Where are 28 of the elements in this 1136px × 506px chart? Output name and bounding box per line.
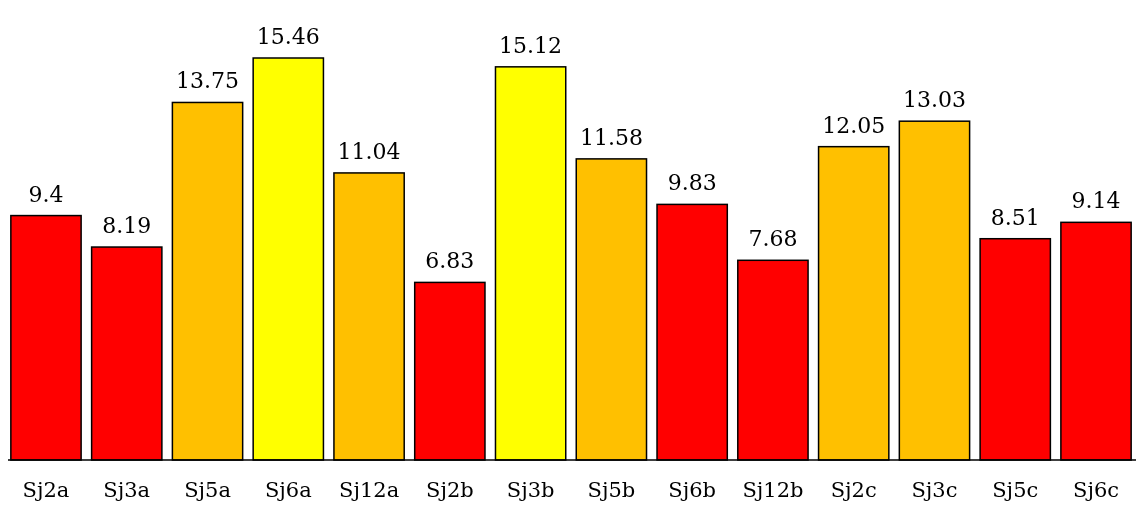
data-label: 13.75 <box>176 68 240 94</box>
data-label: 15.12 <box>499 32 563 58</box>
x-tick-label: Sj12b <box>742 477 804 502</box>
data-label: 9.83 <box>667 170 717 196</box>
x-tick-label: Sj6a <box>264 477 312 502</box>
x-tick-label: Sj2a <box>22 477 70 502</box>
data-label: 9.14 <box>1071 188 1121 214</box>
data-label: 11.58 <box>579 124 643 150</box>
x-tick-label: Sj5a <box>184 477 231 502</box>
x-tick-label: Sj2c <box>830 477 877 502</box>
data-label: 8.51 <box>990 204 1040 230</box>
data-label: 15.46 <box>256 24 320 49</box>
x-tick-label: Sj6c <box>1073 477 1120 502</box>
x-tick-label: Sj3c <box>911 477 958 502</box>
x-tick-label: Sj2b <box>425 477 474 502</box>
data-label: 12.05 <box>822 112 886 138</box>
x-tick-label: Sj5b <box>587 477 636 502</box>
x-tick-label: Sj6b <box>668 477 717 502</box>
x-tick-label: Sj5c <box>992 477 1039 502</box>
data-label: 13.03 <box>902 87 966 113</box>
x-tick-label: Sj12a <box>339 477 400 502</box>
data-label: 7.68 <box>748 226 798 252</box>
data-label: 11.04 <box>337 138 401 164</box>
x-tick-label: Sj3a <box>103 477 151 502</box>
data-label: 8.19 <box>102 213 152 239</box>
x-tick-label: Sj3b <box>506 477 555 502</box>
data-label: 9.4 <box>28 181 64 207</box>
data-label: 6.83 <box>425 248 475 274</box>
